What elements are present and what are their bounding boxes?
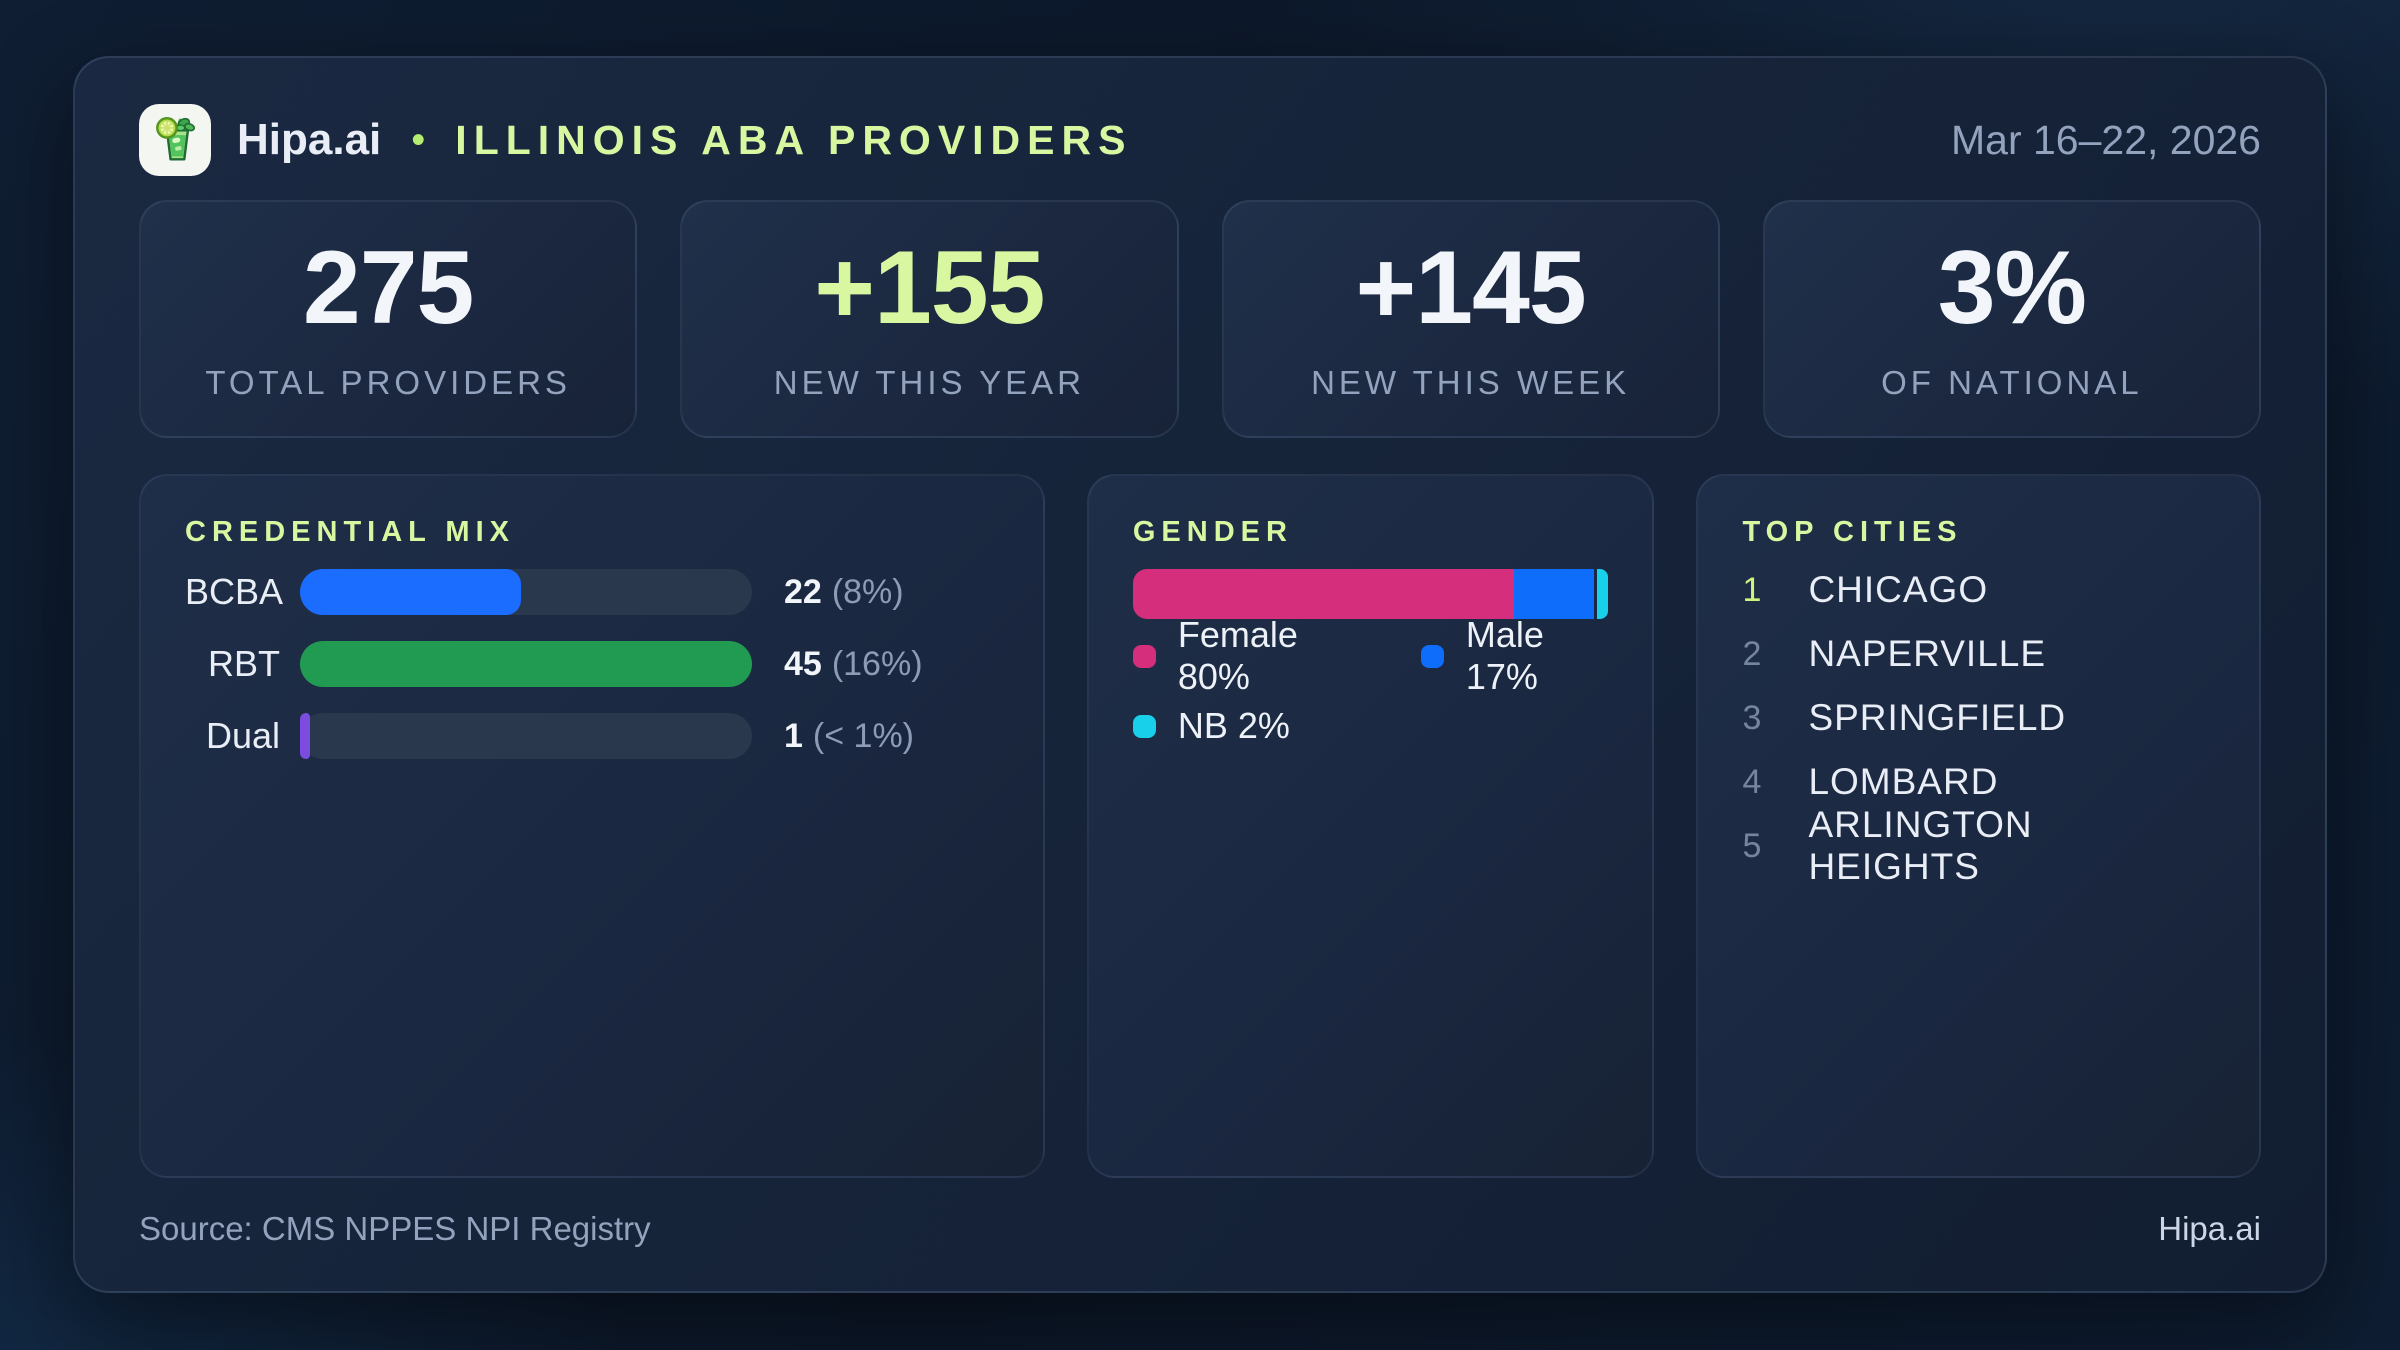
city-rank: 3 [1742,698,1762,737]
bar-label: RBT [208,643,280,684]
credential-row-dual: Dual 1 (< 1%) [185,713,999,759]
page-title: ILLINOIS ABA PROVIDERS [455,116,1133,163]
legend-label: Female 80% [1177,614,1298,697]
stat-card-of-national: 3% OF NATIONAL [1762,200,2261,438]
brand-name: Hipa.ai [237,115,382,164]
list-item-city: 4 LOMBARD [1742,761,2215,803]
mojito-glass-icon [156,117,195,161]
city-rank: 2 [1742,634,1762,673]
bar-fill-dual [300,713,310,759]
legend-swatch-male [1420,644,1444,668]
credential-mix-panel: CREDENTIAL MIX BCBA 22 (8%) RBT [139,474,1045,1178]
credential-row-bcba: BCBA 22 (8%) [185,569,999,615]
top-cities-panel: TOP CITIES 1 CHICAGO 2 NAPERVILLE 3 SPRI… [1696,474,2261,1178]
legend-row: Female 80% Male 17% [1132,614,1609,697]
stat-value: 275 [302,230,475,346]
bar-value: 22 (8%) [784,573,904,612]
bar-fill-rbt [300,641,752,687]
stats-row: 275 TOTAL PROVIDERS +155 NEW THIS YEAR +… [139,200,2261,438]
legend-item-female: Female 80% [1132,614,1359,697]
credential-bar-list: BCBA 22 (8%) RBT 45 (16%) Du [185,569,999,759]
stat-label: OF NATIONAL [1881,364,2143,401]
list-item-city: 5 ARLINGTON HEIGHTS [1742,804,2215,887]
stat-card-new-this-year: +155 NEW THIS YEAR [680,200,1179,438]
bar-track [300,569,752,615]
gender-segment-female [1132,569,1514,619]
stat-value: 3% [1937,230,2087,346]
city-name: SPRINGFIELD [1808,697,2067,738]
legend-item-nb: NB 2% [1132,705,1290,747]
city-rank: 1 [1742,570,1762,609]
city-name: LOMBARD [1808,761,1999,802]
bar-track [300,713,752,759]
legend-label: NB 2% [1177,705,1290,746]
source-attribution: Source: CMS NPPES NPI Registry [139,1210,651,1247]
footer-brand: Hipa.ai [2158,1210,2261,1247]
legend-swatch-nb [1132,714,1156,738]
stat-label: TOTAL PROVIDERS [205,364,571,401]
city-rank: 4 [1742,762,1762,801]
header: Hipa.ai • ILLINOIS ABA PROVIDERS Mar 16–… [139,102,2261,178]
gender-stacked-bar [1132,569,1609,619]
legend-swatch-female [1132,644,1156,668]
bullet-separator: • [411,117,426,162]
bar-count: 1 [784,716,803,755]
stat-value: +155 [814,230,1045,346]
bar-count: 45 [784,644,822,683]
stat-label: NEW THIS WEEK [1311,364,1631,401]
report-card: Hipa.ai • ILLINOIS ABA PROVIDERS Mar 16–… [73,56,2327,1293]
gender-legend: Female 80% Male 17% NB 2% [1132,614,1609,747]
gender-segment-nb [1597,569,1609,619]
stat-value: +145 [1355,230,1586,346]
panel-title: GENDER [1132,516,1293,548]
gender-segment-male [1513,569,1595,619]
footer: Source: CMS NPPES NPI Registry Hipa.ai [139,1208,2261,1250]
bar-percent: (16%) [831,644,923,683]
credential-row-rbt: RBT 45 (16%) [185,641,999,687]
bar-count: 22 [784,572,822,611]
city-name: CHICAGO [1808,569,1989,610]
stat-label: NEW THIS YEAR [773,364,1085,401]
legend-item-male: Male 17% [1420,614,1609,697]
city-name: ARLINGTON HEIGHTS [1808,804,2033,887]
bar-fill-bcba [300,569,522,615]
list-item-city: 2 NAPERVILLE [1742,633,2215,675]
panel-title: TOP CITIES [1742,516,1963,548]
bar-label: BCBA [185,571,284,612]
list-item-city: 1 CHICAGO [1742,569,2215,611]
panels-row: CREDENTIAL MIX BCBA 22 (8%) RBT [139,474,2261,1178]
city-list: 1 CHICAGO 2 NAPERVILLE 3 SPRINGFIELD 4 L… [1742,569,2215,887]
bar-label: Dual [205,715,280,756]
list-item-city: 3 SPRINGFIELD [1742,697,2215,739]
bar-track [300,641,752,687]
legend-label: Male 17% [1465,614,1544,697]
panel-title: CREDENTIAL MIX [185,516,515,548]
legend-row: NB 2% [1132,705,1609,747]
gender-panel: GENDER Female 80% Male 17% [1086,474,1655,1178]
city-rank: 5 [1742,826,1762,865]
brand-logo [139,104,211,176]
stat-card-total-providers: 275 TOTAL PROVIDERS [139,200,638,438]
bar-value: 45 (16%) [784,645,923,684]
city-name: NAPERVILLE [1808,633,2047,674]
stat-card-new-this-week: +145 NEW THIS WEEK [1221,200,1720,438]
bar-percent: (8%) [831,572,904,611]
bar-value: 1 (< 1%) [784,717,914,756]
date-range: Mar 16–22, 2026 [1950,116,2261,163]
bar-percent: (< 1%) [812,716,915,755]
